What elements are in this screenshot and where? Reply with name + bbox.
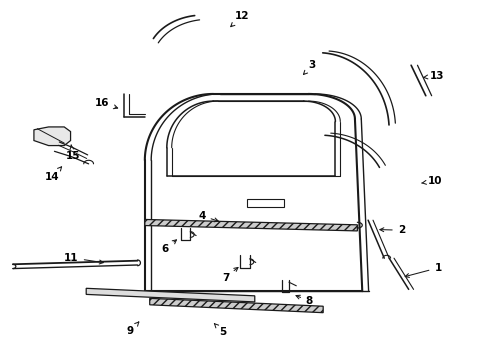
Text: 9: 9	[126, 322, 139, 336]
Text: 16: 16	[95, 98, 118, 109]
Bar	[247, 199, 284, 207]
Text: 3: 3	[303, 60, 316, 75]
Text: 5: 5	[215, 324, 227, 337]
Polygon shape	[34, 127, 71, 145]
Text: 4: 4	[198, 211, 218, 222]
Text: 14: 14	[45, 167, 62, 183]
Polygon shape	[150, 298, 323, 313]
Text: 13: 13	[424, 71, 444, 81]
Polygon shape	[86, 288, 255, 302]
Polygon shape	[145, 220, 357, 231]
Text: 7: 7	[222, 267, 238, 283]
Text: 1: 1	[405, 263, 441, 278]
Text: 15: 15	[66, 145, 80, 161]
Text: 11: 11	[64, 253, 103, 264]
Text: 8: 8	[296, 295, 313, 306]
Text: 10: 10	[422, 176, 442, 186]
Text: 12: 12	[231, 11, 249, 27]
Text: 2: 2	[380, 225, 405, 235]
Text: 6: 6	[162, 240, 176, 254]
